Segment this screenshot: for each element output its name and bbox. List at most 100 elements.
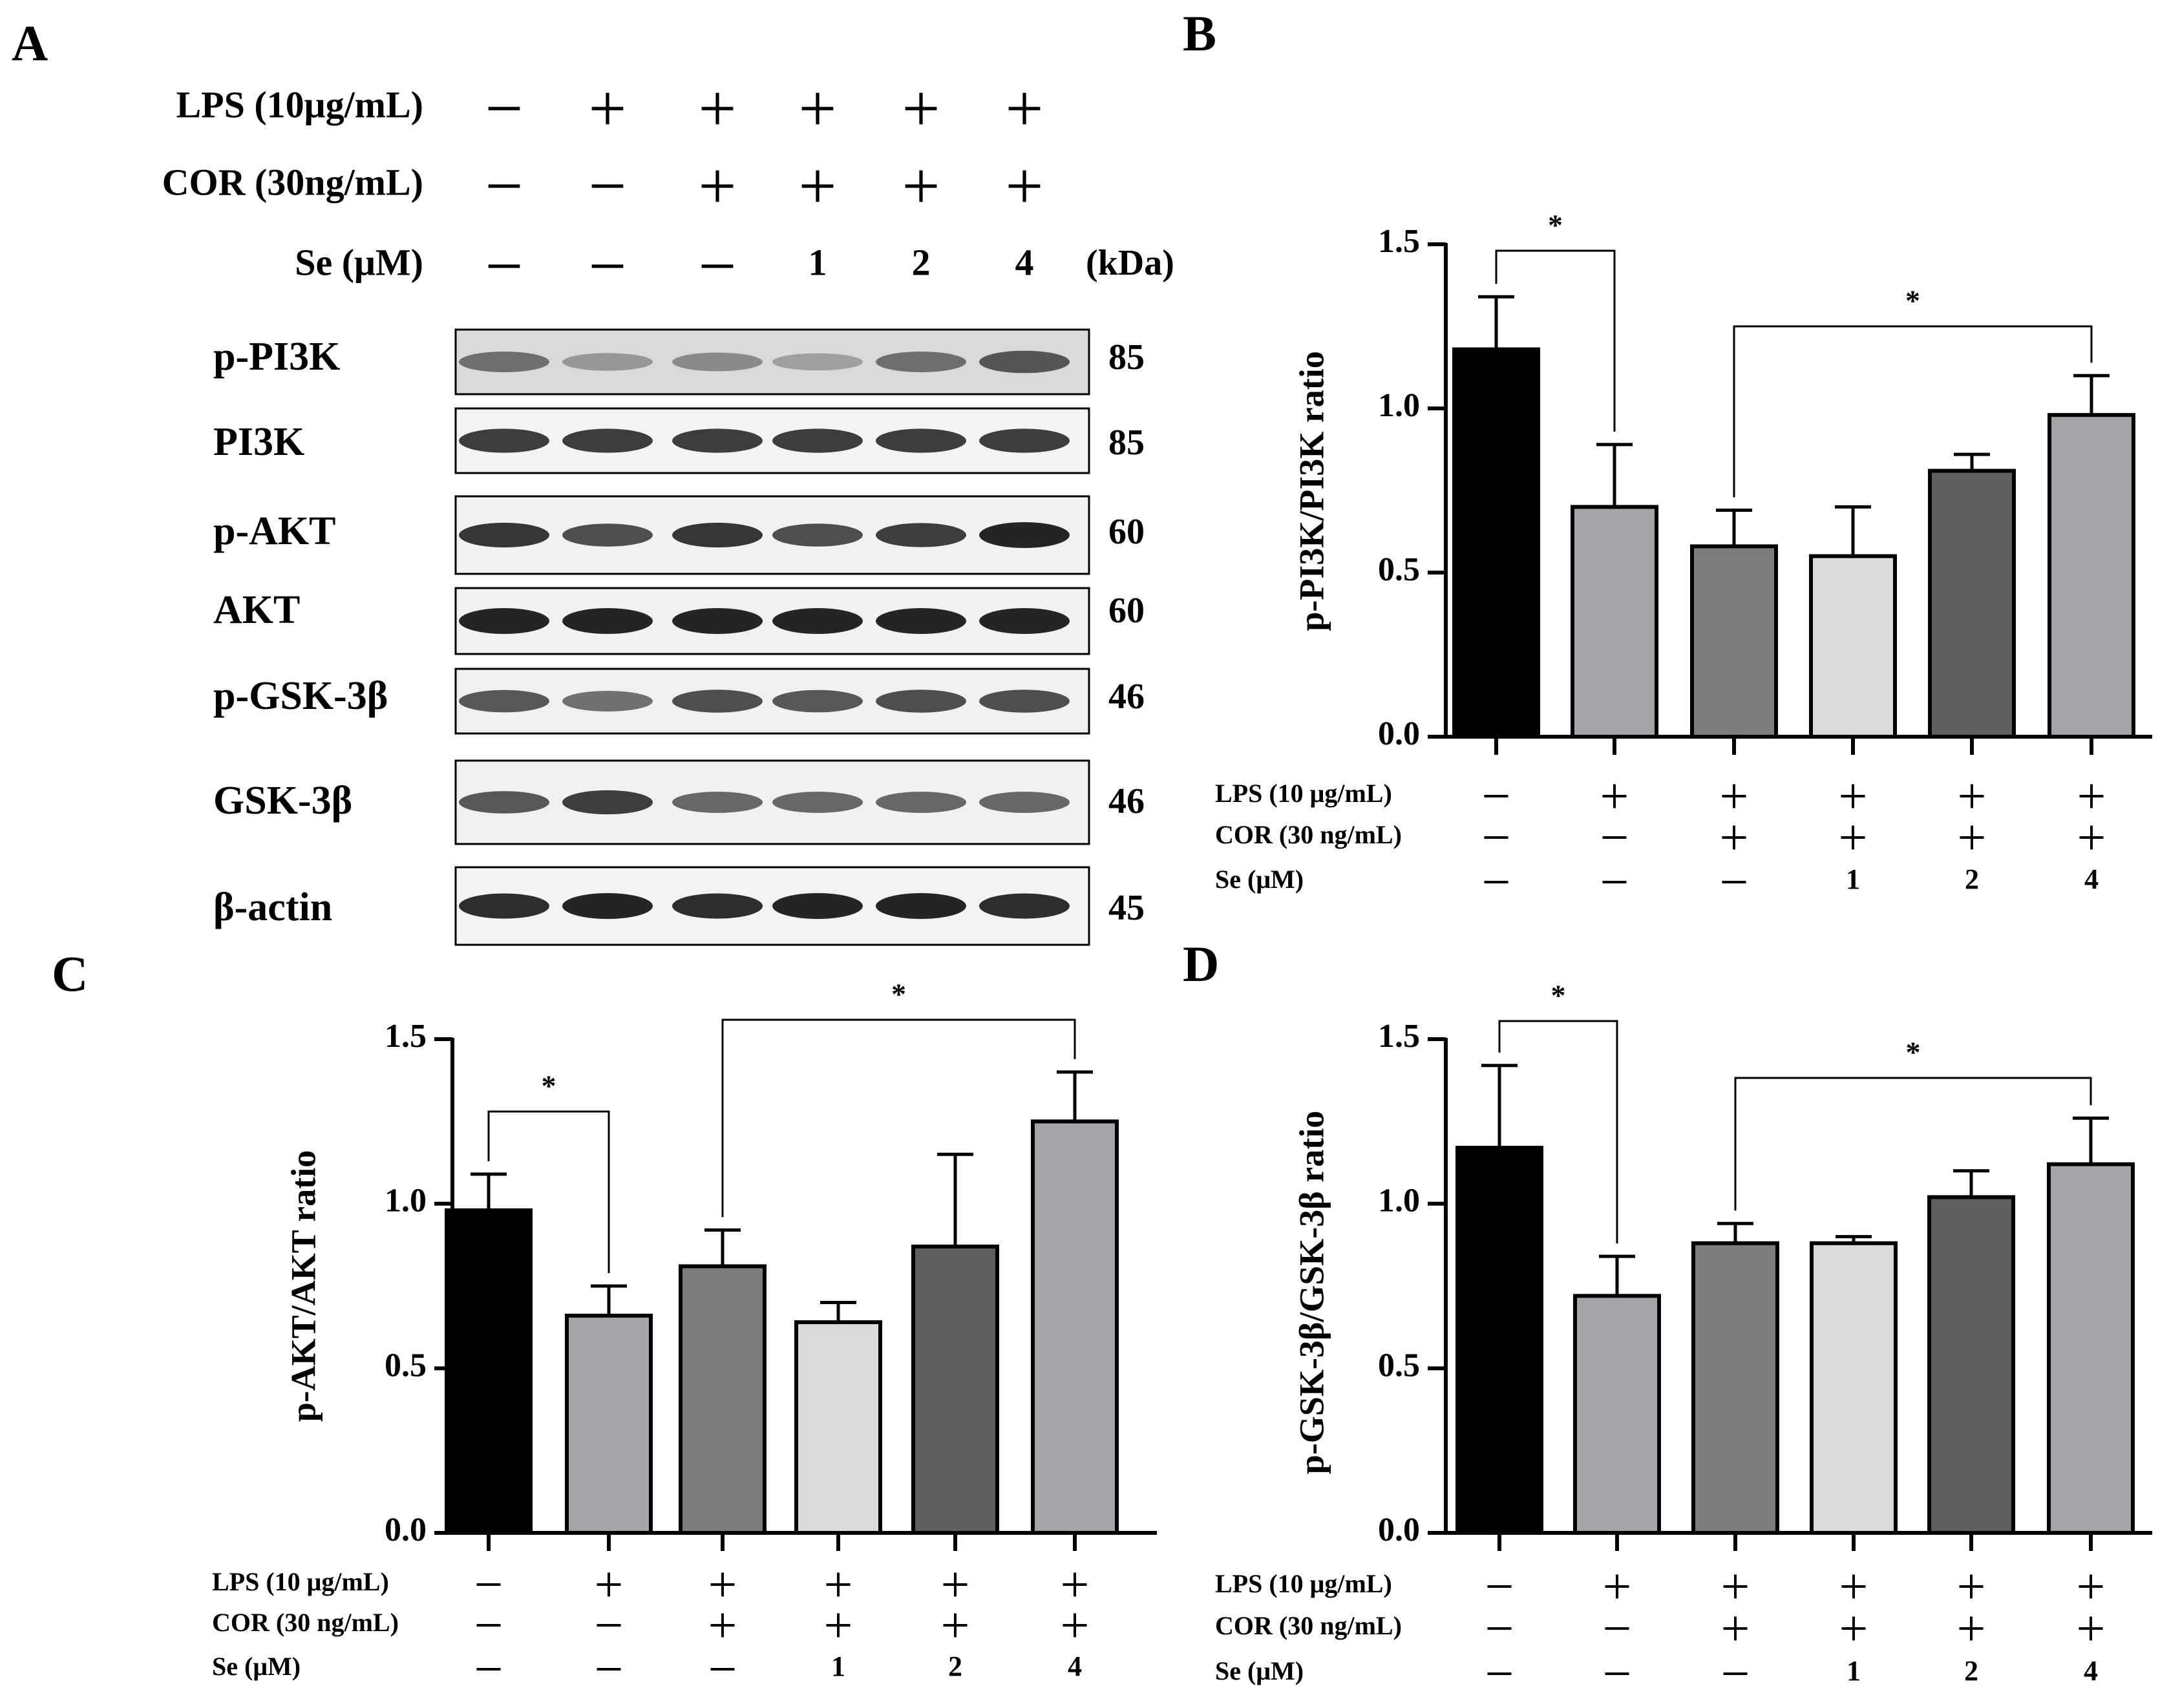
treatment-symbol: 2 (1965, 863, 1979, 895)
y-tick-label: 1.5 (1378, 1018, 1420, 1055)
blot-band (979, 792, 1070, 813)
blot-band (876, 608, 966, 634)
treatment-symbol (801, 170, 834, 202)
blot-row-akt: AKT 60 (213, 587, 1145, 655)
bar (2047, 1162, 2135, 1535)
blot-band (672, 428, 763, 453)
treatment-symbol (826, 1613, 851, 1638)
blot-band (772, 428, 863, 453)
blot-band (672, 690, 763, 713)
treatment-symbol (1841, 1574, 1866, 1599)
treatment-value: 4 (1068, 1650, 1082, 1682)
treatment-label: COR (30 ng/mL) (1215, 820, 1402, 849)
bar-chart-d: 0.0 0.5 1.0 1.5 p-GSK-3β/GSK-3β ratio * * LPS (… (1215, 979, 2152, 1687)
bar (1452, 347, 1540, 739)
treatment-label: COR (30 ng/mL) (212, 1608, 399, 1637)
blot-row-p-pi3k: p-PI3K 85 (213, 328, 1145, 395)
significance-bracket: * (1734, 1036, 2092, 1211)
blot-band (979, 893, 1070, 919)
bracket-line (1498, 1020, 1618, 1244)
y-tick-label: 0.0 (1378, 1512, 1420, 1548)
blot-band (979, 350, 1070, 374)
blot-band (876, 690, 966, 713)
significance-star: * (1548, 209, 1563, 242)
kda-label: 85 (1108, 337, 1145, 377)
blot-band (562, 790, 653, 815)
significance-star: * (542, 1070, 556, 1102)
treatment-value: 4 (2084, 863, 2099, 895)
blot-band (562, 428, 653, 453)
kda-label: 46 (1108, 781, 1145, 821)
y-tick-label: 0.0 (385, 1512, 427, 1548)
treatment-symbol (1959, 1574, 1984, 1599)
treatment-symbol (801, 92, 834, 125)
treatment-symbol (1722, 825, 1746, 850)
treatment-symbol (1723, 1616, 1748, 1641)
protein-label: p-GSK-3β (213, 674, 388, 718)
treatment-symbol (1605, 1574, 1629, 1599)
kda-label: 45 (1108, 888, 1145, 928)
blot-band (979, 690, 1070, 713)
y-tick-label: 1.5 (1378, 223, 1420, 260)
treatment-symbol: 2 (912, 241, 931, 283)
treatment-symbol (701, 92, 734, 125)
treatment-symbol (1602, 784, 1627, 808)
bracket-line (1734, 1077, 2092, 1211)
blot-row-p-gsk3b: p-GSK-3β 46 (213, 668, 1145, 735)
treatment-value: 2 (912, 241, 931, 283)
bar-chart-b: 0.0 0.5 1.0 1.5 p-PI3K/PI3K ratio * * LPS (10 μ… (1215, 209, 2152, 895)
treatment-label: Se (μM) (1215, 865, 1304, 894)
treatment-symbol (905, 92, 937, 125)
treatment-label: Se (μM) (1215, 1656, 1304, 1685)
protein-label: GSK-3β (213, 779, 352, 823)
treatment-symbol: 1 (1846, 863, 1860, 895)
treatment-label: COR (30 ng/mL) (1215, 1611, 1402, 1640)
bar (1690, 544, 1778, 739)
significance-star: * (1906, 1036, 1921, 1069)
blot-band (876, 523, 966, 547)
protein-label: p-AKT (213, 509, 335, 553)
bar-chart-c: 0.0 0.5 1.0 1.5 p-AKT/AKT ratio * * LPS (10 μg/… (212, 978, 1157, 1682)
bar (911, 1244, 999, 1535)
blot-row-gsk3b: GSK-3β 46 (213, 759, 1145, 845)
significance-star: * (1905, 284, 1920, 317)
kda-label: 46 (1108, 677, 1145, 717)
blot-band (562, 523, 653, 547)
bracket-line (487, 1110, 610, 1273)
blot-band (772, 893, 863, 919)
treatment-value: 2 (1964, 1655, 1978, 1687)
treatment-symbol (2079, 1574, 2103, 1599)
blot-row-pi3k: PI3K 85 (213, 407, 1145, 474)
protein-label: p-PI3K (213, 335, 340, 379)
bar (445, 1208, 533, 1535)
treatment-label: LPS (10 μg/mL) (212, 1567, 389, 1596)
kda-label: 85 (1108, 423, 1145, 463)
blot-band (772, 608, 863, 634)
blot-band (562, 691, 653, 712)
blot-band (876, 792, 966, 813)
treatment-symbol (710, 1572, 735, 1597)
protein-label: AKT (213, 588, 300, 632)
significance-bracket: * (1498, 979, 1618, 1244)
blot-band (459, 352, 549, 372)
bar (1571, 505, 1658, 739)
blot-treatment-label: LPS (10μg/mL) (176, 83, 424, 125)
y-tick-label: 1.0 (385, 1183, 427, 1219)
treatment-symbol (701, 170, 734, 202)
blot-row-p-akt: p-AKT 60 (213, 495, 1145, 575)
significance-star: * (891, 978, 906, 1011)
bar (1691, 1241, 1779, 1535)
blot-band (772, 792, 863, 813)
treatment-symbol (1723, 1574, 1748, 1599)
significance-bracket: * (721, 978, 1076, 1218)
treatment-value: 1 (1846, 863, 1860, 895)
y-axis-label: p-GSK-3β/GSK-3β ratio (1292, 1111, 1331, 1474)
western-blot-panel: LPS (10μg/mL) COR (30ng/mL) Se (μM) 1 2 4 (kDa… (162, 83, 1174, 946)
treatment-symbol (1722, 784, 1746, 808)
blot-band (772, 353, 863, 371)
treatment-symbol (1841, 1616, 1866, 1641)
treatment-symbol (1063, 1613, 1087, 1638)
blot-band (672, 792, 763, 813)
protein-label: PI3K (213, 420, 304, 464)
